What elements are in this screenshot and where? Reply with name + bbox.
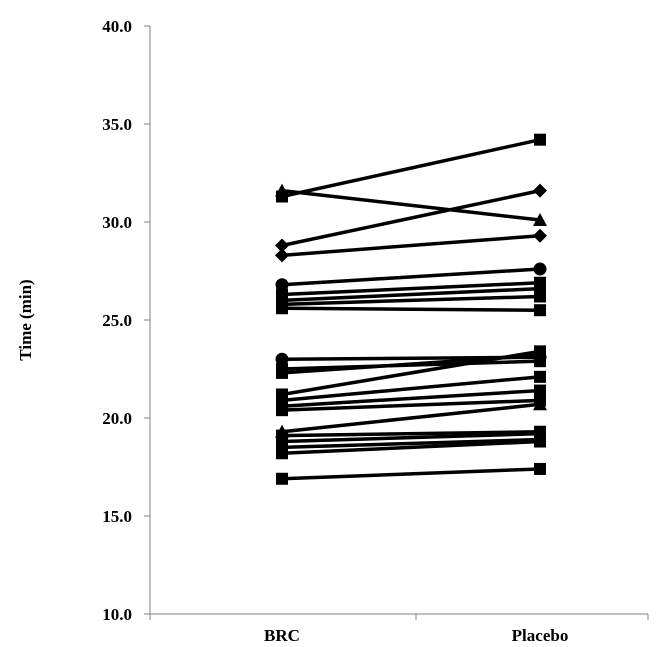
y-tick-label: 40.0 — [102, 17, 132, 36]
series-line — [281, 439, 541, 456]
data-point — [533, 183, 547, 198]
series-line — [281, 267, 541, 287]
series-line — [281, 281, 541, 297]
data-point — [534, 133, 546, 146]
x-tick-label: BRC — [264, 626, 300, 645]
data-point — [276, 366, 288, 379]
data-point — [533, 228, 547, 243]
data-point — [533, 213, 547, 227]
data-point — [534, 345, 546, 358]
series-line — [281, 431, 541, 444]
series-line — [281, 375, 541, 403]
data-point — [276, 404, 288, 417]
series-line — [281, 398, 541, 412]
series-line — [281, 137, 541, 199]
data-point — [534, 462, 546, 475]
data-point — [275, 238, 289, 253]
series-line — [281, 306, 541, 312]
x-ticks: BRC Placebo — [149, 614, 649, 645]
y-tick-label: 25.0 — [102, 311, 132, 330]
y-tick-label: 35.0 — [102, 115, 132, 134]
series-line — [281, 467, 541, 481]
data-point — [276, 190, 288, 203]
data-point — [534, 384, 546, 397]
series-lines — [281, 137, 541, 481]
data-point — [534, 370, 546, 383]
data-point — [276, 302, 288, 315]
y-tick-label: 15.0 — [102, 507, 132, 526]
series-line — [281, 233, 541, 258]
data-point — [275, 278, 289, 292]
series-line — [281, 294, 541, 307]
series-line — [281, 188, 541, 222]
data-point — [275, 352, 289, 366]
series-line — [281, 349, 541, 397]
data-point — [275, 248, 289, 263]
series-line — [281, 402, 541, 434]
series-line — [281, 286, 541, 303]
data-point — [534, 304, 546, 317]
y-axis-title: Time (min) — [16, 279, 35, 360]
y-tick-label: 10.0 — [102, 605, 132, 624]
y-tick-label: 30.0 — [102, 213, 132, 232]
series-line — [281, 188, 541, 248]
x-tick-label: Placebo — [512, 626, 569, 645]
data-point — [533, 262, 547, 276]
data-point — [534, 290, 546, 303]
axes — [149, 26, 648, 615]
data-point — [534, 435, 546, 448]
series-line — [281, 388, 541, 408]
y-tick-label: 20.0 — [102, 409, 132, 428]
y-ticks: 10.0 15.0 20.0 25.0 30.0 35.0 40.0 — [102, 17, 150, 624]
data-point — [276, 472, 288, 485]
series-line — [281, 437, 541, 450]
data-point — [276, 447, 288, 460]
data-point — [533, 397, 547, 411]
series-line — [281, 429, 541, 438]
series-markers — [275, 133, 547, 485]
